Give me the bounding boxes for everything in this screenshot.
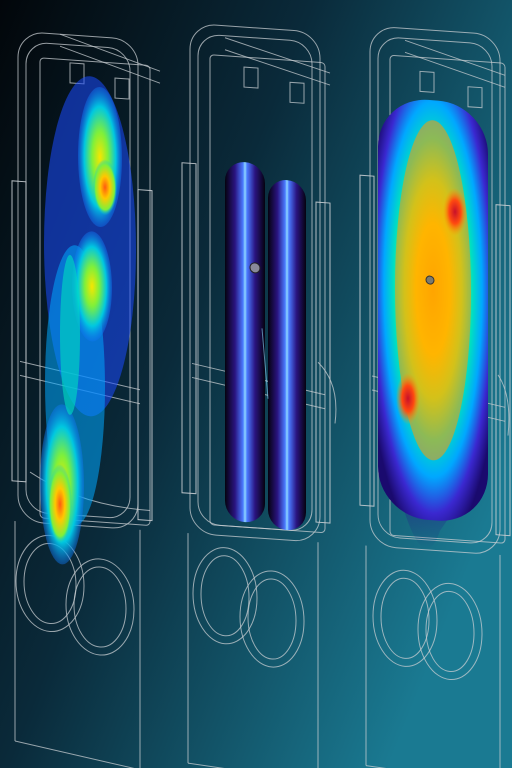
right-heat-panel [359,27,511,768]
hot-spot-top [443,187,467,236]
twin-tubes [225,162,306,531]
right-tube [268,180,306,531]
hot-spot-bottom [396,372,420,425]
left-heat-field [40,76,136,565]
right-heat-field [378,99,488,549]
right-center-marker [425,275,435,285]
left-tube [225,162,265,523]
middle-wireframe [181,24,337,768]
left-tube-marker [249,262,261,274]
left-heat-panel [11,32,161,768]
middle-tubes-panel [181,24,337,768]
